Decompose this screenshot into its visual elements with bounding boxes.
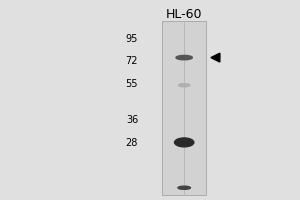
Ellipse shape [178, 186, 190, 189]
Text: 28: 28 [126, 138, 138, 148]
Ellipse shape [176, 55, 192, 60]
Text: 36: 36 [126, 115, 138, 125]
Ellipse shape [178, 84, 190, 87]
Text: 72: 72 [126, 56, 138, 66]
Polygon shape [211, 53, 220, 62]
Text: HL-60: HL-60 [166, 8, 202, 21]
FancyBboxPatch shape [162, 21, 206, 195]
Text: 55: 55 [126, 79, 138, 89]
Ellipse shape [175, 138, 194, 147]
Text: 95: 95 [126, 34, 138, 44]
